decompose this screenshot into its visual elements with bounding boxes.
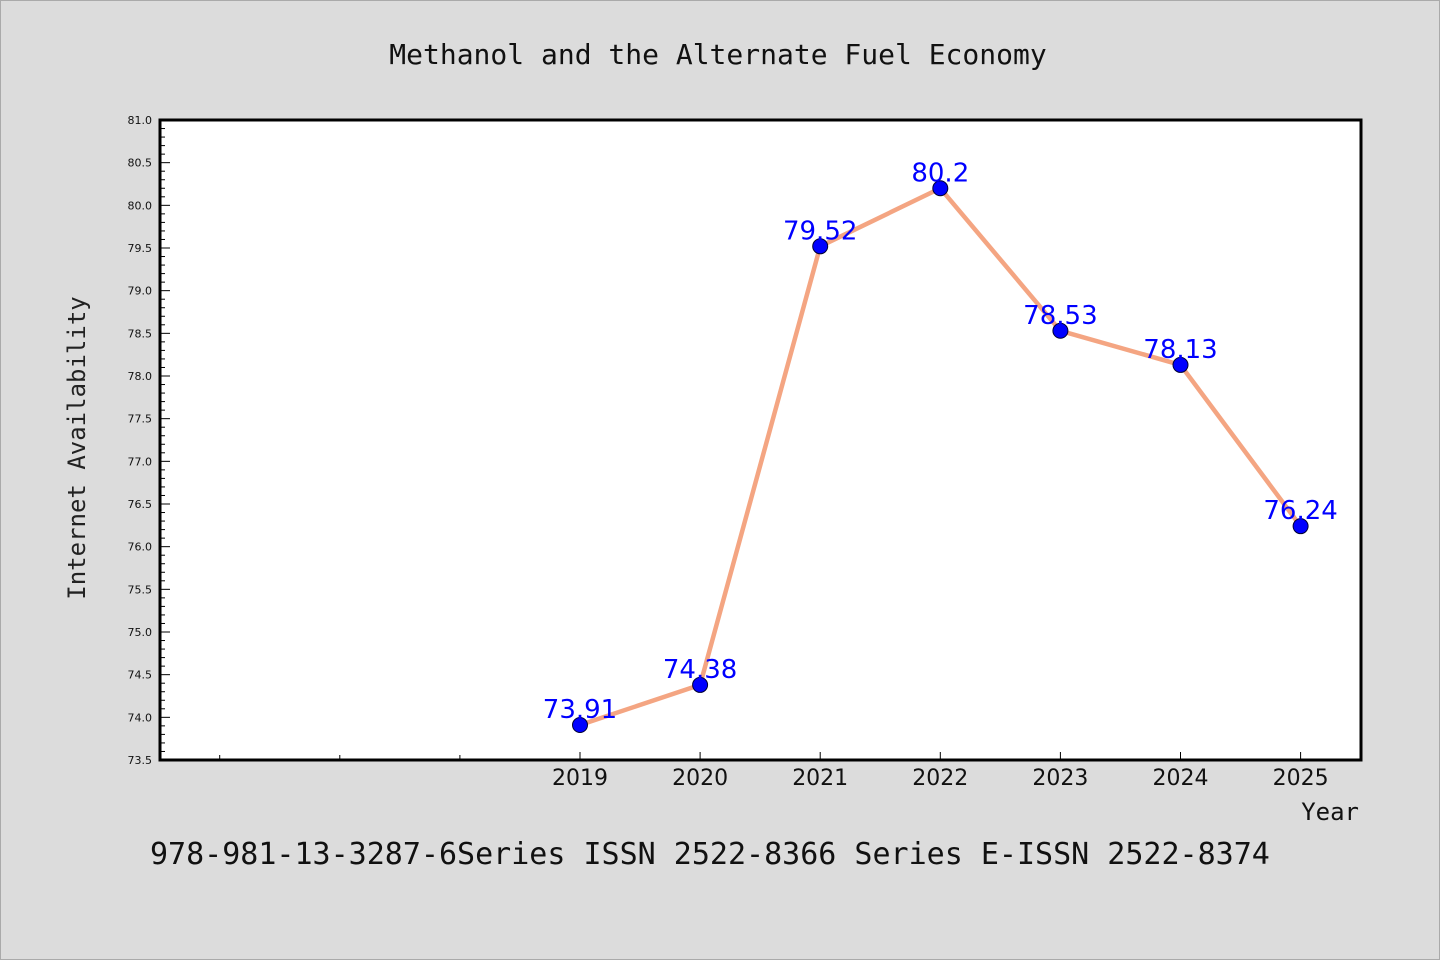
y-axis-label: Internet Availability: [63, 296, 91, 599]
series-markers: [572, 180, 1309, 734]
data-label: 76.24: [1263, 496, 1337, 526]
data-point: [932, 180, 949, 197]
data-label: 80.2: [911, 158, 969, 188]
y-tick-label: 74.0: [128, 711, 153, 724]
data-label: 79.52: [783, 216, 857, 246]
data-label: 78.13: [1143, 335, 1217, 365]
y-tick-label: 76.0: [128, 541, 153, 554]
y-tick-label: 79.0: [128, 285, 153, 298]
y-tick-label: 75.0: [128, 626, 153, 639]
x-tick-label: 2023: [1032, 766, 1088, 791]
x-tick-label: 2020: [672, 766, 728, 791]
y-axis: 73.5 74.0 74.5 75.0 75.5 76.0 76.5 77.0 77.5 78.0…: [128, 114, 170, 767]
y-tick-label: 73.5: [128, 754, 153, 767]
x-tick-label: 2022: [912, 766, 968, 791]
y-tick-label: 80.5: [128, 157, 153, 170]
data-label: 78.53: [1023, 301, 1097, 331]
x-tick-label: 2024: [1153, 766, 1209, 791]
x-tick-label: 2019: [552, 766, 608, 791]
plot-frame: [158, 118, 1363, 762]
y-tick-label: 79.5: [128, 242, 153, 255]
y-tick-label: 74.5: [128, 669, 153, 682]
data-point: [1172, 356, 1189, 373]
y-tick-label: 77.5: [128, 413, 153, 426]
x-tick-label: 2021: [792, 766, 848, 791]
data-point: [572, 717, 588, 734]
data-point: [1052, 322, 1069, 339]
data-labels: 73.91 74.38 79.52 80.2 78.53 78.13 76.24: [543, 158, 1338, 725]
data-point: [1292, 518, 1309, 535]
y-tick-label: 77.0: [128, 455, 153, 468]
x-axis: 2019 2020 2021 2022 2023 2024 2025: [219, 752, 1329, 791]
data-label: 73.91: [543, 695, 617, 725]
data-point: [692, 676, 709, 693]
chart-title: Methanol and the Alternate Fuel Economy: [389, 38, 1046, 71]
data-label: 74.38: [663, 655, 737, 685]
y-tick-label: 78.0: [128, 370, 153, 383]
x-tick-label: 2025: [1273, 766, 1329, 791]
data-point: [812, 238, 829, 255]
y-tick-label: 80.0: [128, 199, 153, 212]
y-tick-label: 75.5: [128, 583, 153, 596]
plot-area: [160, 120, 1361, 760]
x-axis-label: Year: [1301, 798, 1359, 826]
y-tick-label: 78.5: [128, 327, 153, 340]
y-tick-label: 81.0: [128, 114, 153, 127]
footnote: 978-981-13-3287-6Series ISSN 2522-8366 S…: [150, 837, 1270, 872]
y-tick-label: 76.5: [128, 498, 153, 511]
